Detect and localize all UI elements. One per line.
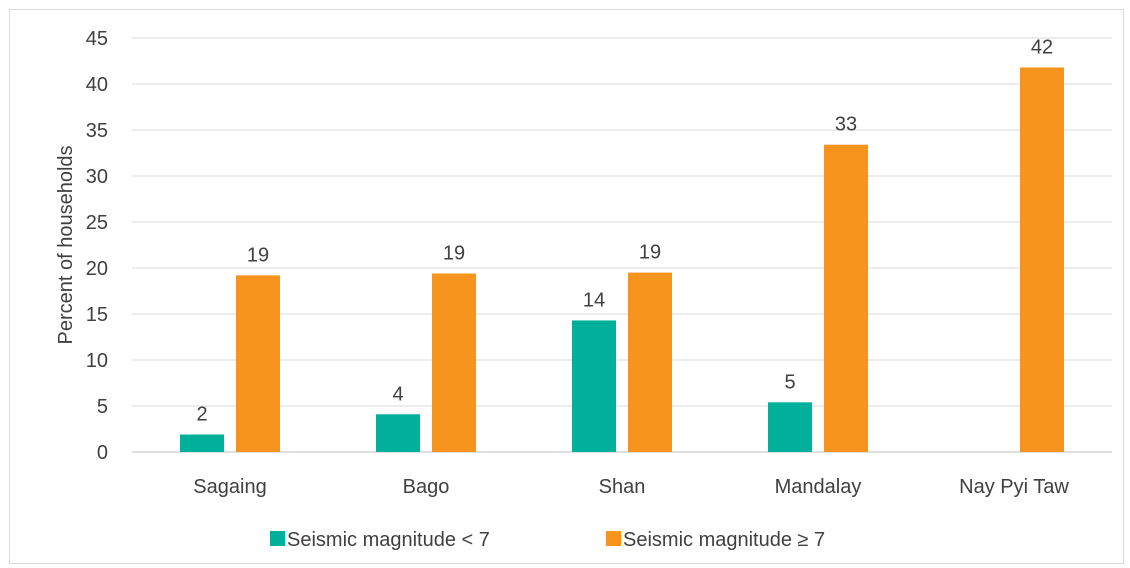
data-label: 2 bbox=[196, 404, 207, 426]
category-label: Shan bbox=[599, 476, 646, 498]
legend-label: Seismic magnitude < 7 bbox=[287, 529, 490, 551]
data-label: 5 bbox=[784, 371, 795, 393]
y-tick-label: 10 bbox=[86, 350, 108, 372]
y-tick-label: 30 bbox=[86, 166, 108, 188]
y-tick-label: 0 bbox=[97, 442, 108, 464]
data-label: 19 bbox=[247, 244, 269, 266]
y-tick-label: 20 bbox=[86, 258, 108, 280]
bar-sagaing-series-1 bbox=[180, 434, 224, 452]
bars bbox=[180, 67, 1064, 452]
legend-swatch bbox=[270, 531, 285, 546]
category-label: Bago bbox=[403, 476, 450, 498]
bar-bago-series-1 bbox=[376, 414, 420, 452]
data-label: 4 bbox=[392, 383, 403, 405]
bar-nay-pyi-taw-series-2 bbox=[1020, 67, 1064, 452]
bar-sagaing-series-2 bbox=[236, 275, 280, 452]
chart-frame bbox=[9, 9, 1124, 564]
bar-mandalay-series-1 bbox=[768, 402, 812, 452]
data-label: 33 bbox=[835, 114, 857, 136]
y-axis-title: Percent of households bbox=[55, 145, 77, 344]
data-label: 14 bbox=[583, 289, 605, 311]
legend-label: Seismic magnitude ≥ 7 bbox=[623, 529, 825, 551]
y-tick-label: 5 bbox=[97, 396, 108, 418]
x-axis-categories: Sagaing Bago Shan Mandalay Nay Pyi Taw bbox=[193, 476, 1069, 498]
y-tick-label: 40 bbox=[86, 74, 108, 96]
bar-mandalay-series-2 bbox=[824, 144, 868, 452]
category-label: Sagaing bbox=[193, 476, 266, 498]
gridlines bbox=[132, 37, 1112, 453]
data-label: 42 bbox=[1031, 36, 1053, 58]
y-axis-ticks: 0 5 10 15 20 25 30 35 40 45 bbox=[86, 28, 108, 464]
legend: Seismic magnitude < 7 Seismic magnitude ≥… bbox=[270, 529, 825, 551]
data-label: 19 bbox=[443, 243, 465, 265]
y-tick-label: 45 bbox=[86, 28, 108, 50]
bar-bago-series-2 bbox=[432, 273, 476, 452]
category-label: Mandalay bbox=[775, 476, 862, 498]
y-tick-label: 25 bbox=[86, 212, 108, 234]
category-label: Nay Pyi Taw bbox=[959, 476, 1069, 498]
legend-swatch bbox=[606, 531, 621, 546]
bar-shan-series-2 bbox=[628, 272, 672, 452]
bar-shan-series-1 bbox=[572, 320, 616, 452]
y-tick-label: 35 bbox=[86, 120, 108, 142]
y-tick-label: 15 bbox=[86, 304, 108, 326]
data-labels: 2 19 4 19 14 19 5 33 42 bbox=[196, 36, 1053, 425]
data-label: 19 bbox=[639, 242, 661, 264]
